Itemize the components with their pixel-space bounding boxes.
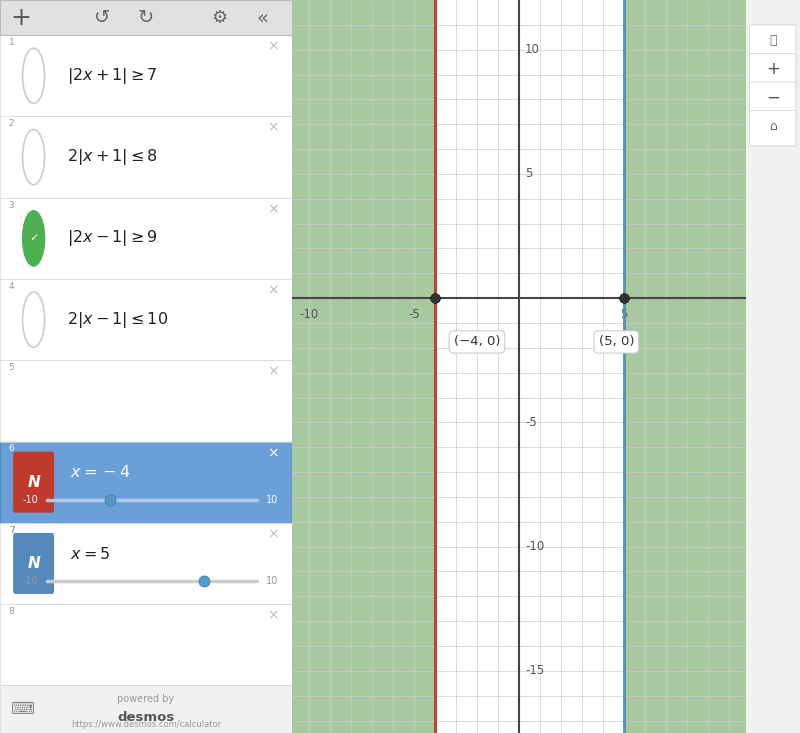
Text: $x=-4$: $x=-4$: [70, 465, 130, 480]
Text: $2|x+1|\leq 8$: $2|x+1|\leq 8$: [67, 147, 158, 167]
Text: 1: 1: [9, 38, 14, 47]
Text: N: N: [27, 556, 40, 571]
Text: 5: 5: [620, 308, 627, 321]
Text: ×: ×: [267, 365, 279, 379]
Circle shape: [22, 210, 45, 266]
Text: N: N: [27, 475, 40, 490]
Text: -10: -10: [22, 576, 38, 586]
FancyBboxPatch shape: [0, 604, 292, 685]
Text: $|2x+1|\geq 7$: $|2x+1|\geq 7$: [67, 66, 158, 86]
FancyBboxPatch shape: [0, 441, 292, 523]
Text: ↺: ↺: [94, 8, 110, 27]
Text: +: +: [766, 60, 780, 78]
FancyBboxPatch shape: [0, 35, 292, 117]
Text: 10: 10: [266, 576, 278, 586]
FancyBboxPatch shape: [0, 361, 292, 441]
FancyBboxPatch shape: [0, 441, 292, 523]
Text: (5, 0): (5, 0): [598, 336, 634, 348]
Text: 5: 5: [525, 167, 533, 180]
Circle shape: [22, 292, 45, 347]
Text: -10: -10: [22, 495, 38, 505]
Text: 7: 7: [9, 526, 14, 535]
Text: -5: -5: [525, 416, 537, 429]
Text: -10: -10: [525, 540, 544, 553]
Text: 🔧: 🔧: [769, 34, 777, 47]
Text: $|2x-1|\geq 9$: $|2x-1|\geq 9$: [67, 229, 158, 248]
Text: ×: ×: [267, 40, 279, 54]
Text: 8: 8: [9, 607, 14, 616]
Text: desmos: desmos: [118, 711, 174, 724]
Text: ⌨: ⌨: [11, 700, 35, 718]
Text: +: +: [10, 6, 31, 29]
FancyBboxPatch shape: [0, 685, 292, 733]
Text: (−4, 0): (−4, 0): [454, 336, 500, 348]
Text: «: «: [257, 8, 269, 27]
Text: −: −: [766, 89, 780, 106]
FancyBboxPatch shape: [0, 279, 292, 361]
Text: ×: ×: [267, 284, 279, 298]
Text: ✓: ✓: [29, 233, 38, 243]
Text: 7: 7: [9, 526, 14, 535]
FancyBboxPatch shape: [0, 117, 292, 198]
Text: 5: 5: [9, 364, 14, 372]
Text: ×: ×: [267, 202, 279, 216]
FancyBboxPatch shape: [0, 0, 292, 35]
FancyBboxPatch shape: [0, 198, 292, 279]
FancyBboxPatch shape: [750, 54, 796, 89]
Text: ×: ×: [267, 446, 279, 460]
Text: ×: ×: [267, 527, 279, 541]
Text: ⌂: ⌂: [769, 119, 777, 133]
Bar: [624, 0, 746, 733]
Text: -10: -10: [299, 308, 318, 321]
Circle shape: [22, 130, 45, 185]
Text: 3: 3: [9, 201, 14, 210]
Text: $x=5$: $x=5$: [70, 545, 110, 561]
Text: $2|x-1|\leq 10$: $2|x-1|\leq 10$: [67, 309, 168, 330]
FancyBboxPatch shape: [750, 25, 796, 60]
Text: 2: 2: [9, 119, 14, 128]
Text: ×: ×: [267, 608, 279, 622]
Bar: [292, 0, 435, 733]
Text: 6: 6: [9, 444, 14, 454]
FancyBboxPatch shape: [13, 452, 54, 512]
Text: ↻: ↻: [138, 8, 154, 27]
FancyBboxPatch shape: [0, 523, 292, 604]
Text: ×: ×: [267, 121, 279, 135]
Circle shape: [22, 48, 45, 103]
Text: -5: -5: [408, 308, 420, 321]
Text: 10: 10: [525, 43, 540, 56]
Text: 10: 10: [266, 495, 278, 505]
Text: https://www.desmos.com/calculator: https://www.desmos.com/calculator: [71, 721, 221, 729]
Text: -15: -15: [525, 664, 544, 677]
FancyBboxPatch shape: [13, 533, 54, 594]
FancyBboxPatch shape: [750, 111, 796, 146]
Text: ⚙: ⚙: [211, 9, 227, 26]
FancyBboxPatch shape: [750, 82, 796, 117]
Text: powered by: powered by: [118, 693, 174, 704]
Text: 6: 6: [9, 444, 14, 454]
Text: 4: 4: [9, 282, 14, 291]
